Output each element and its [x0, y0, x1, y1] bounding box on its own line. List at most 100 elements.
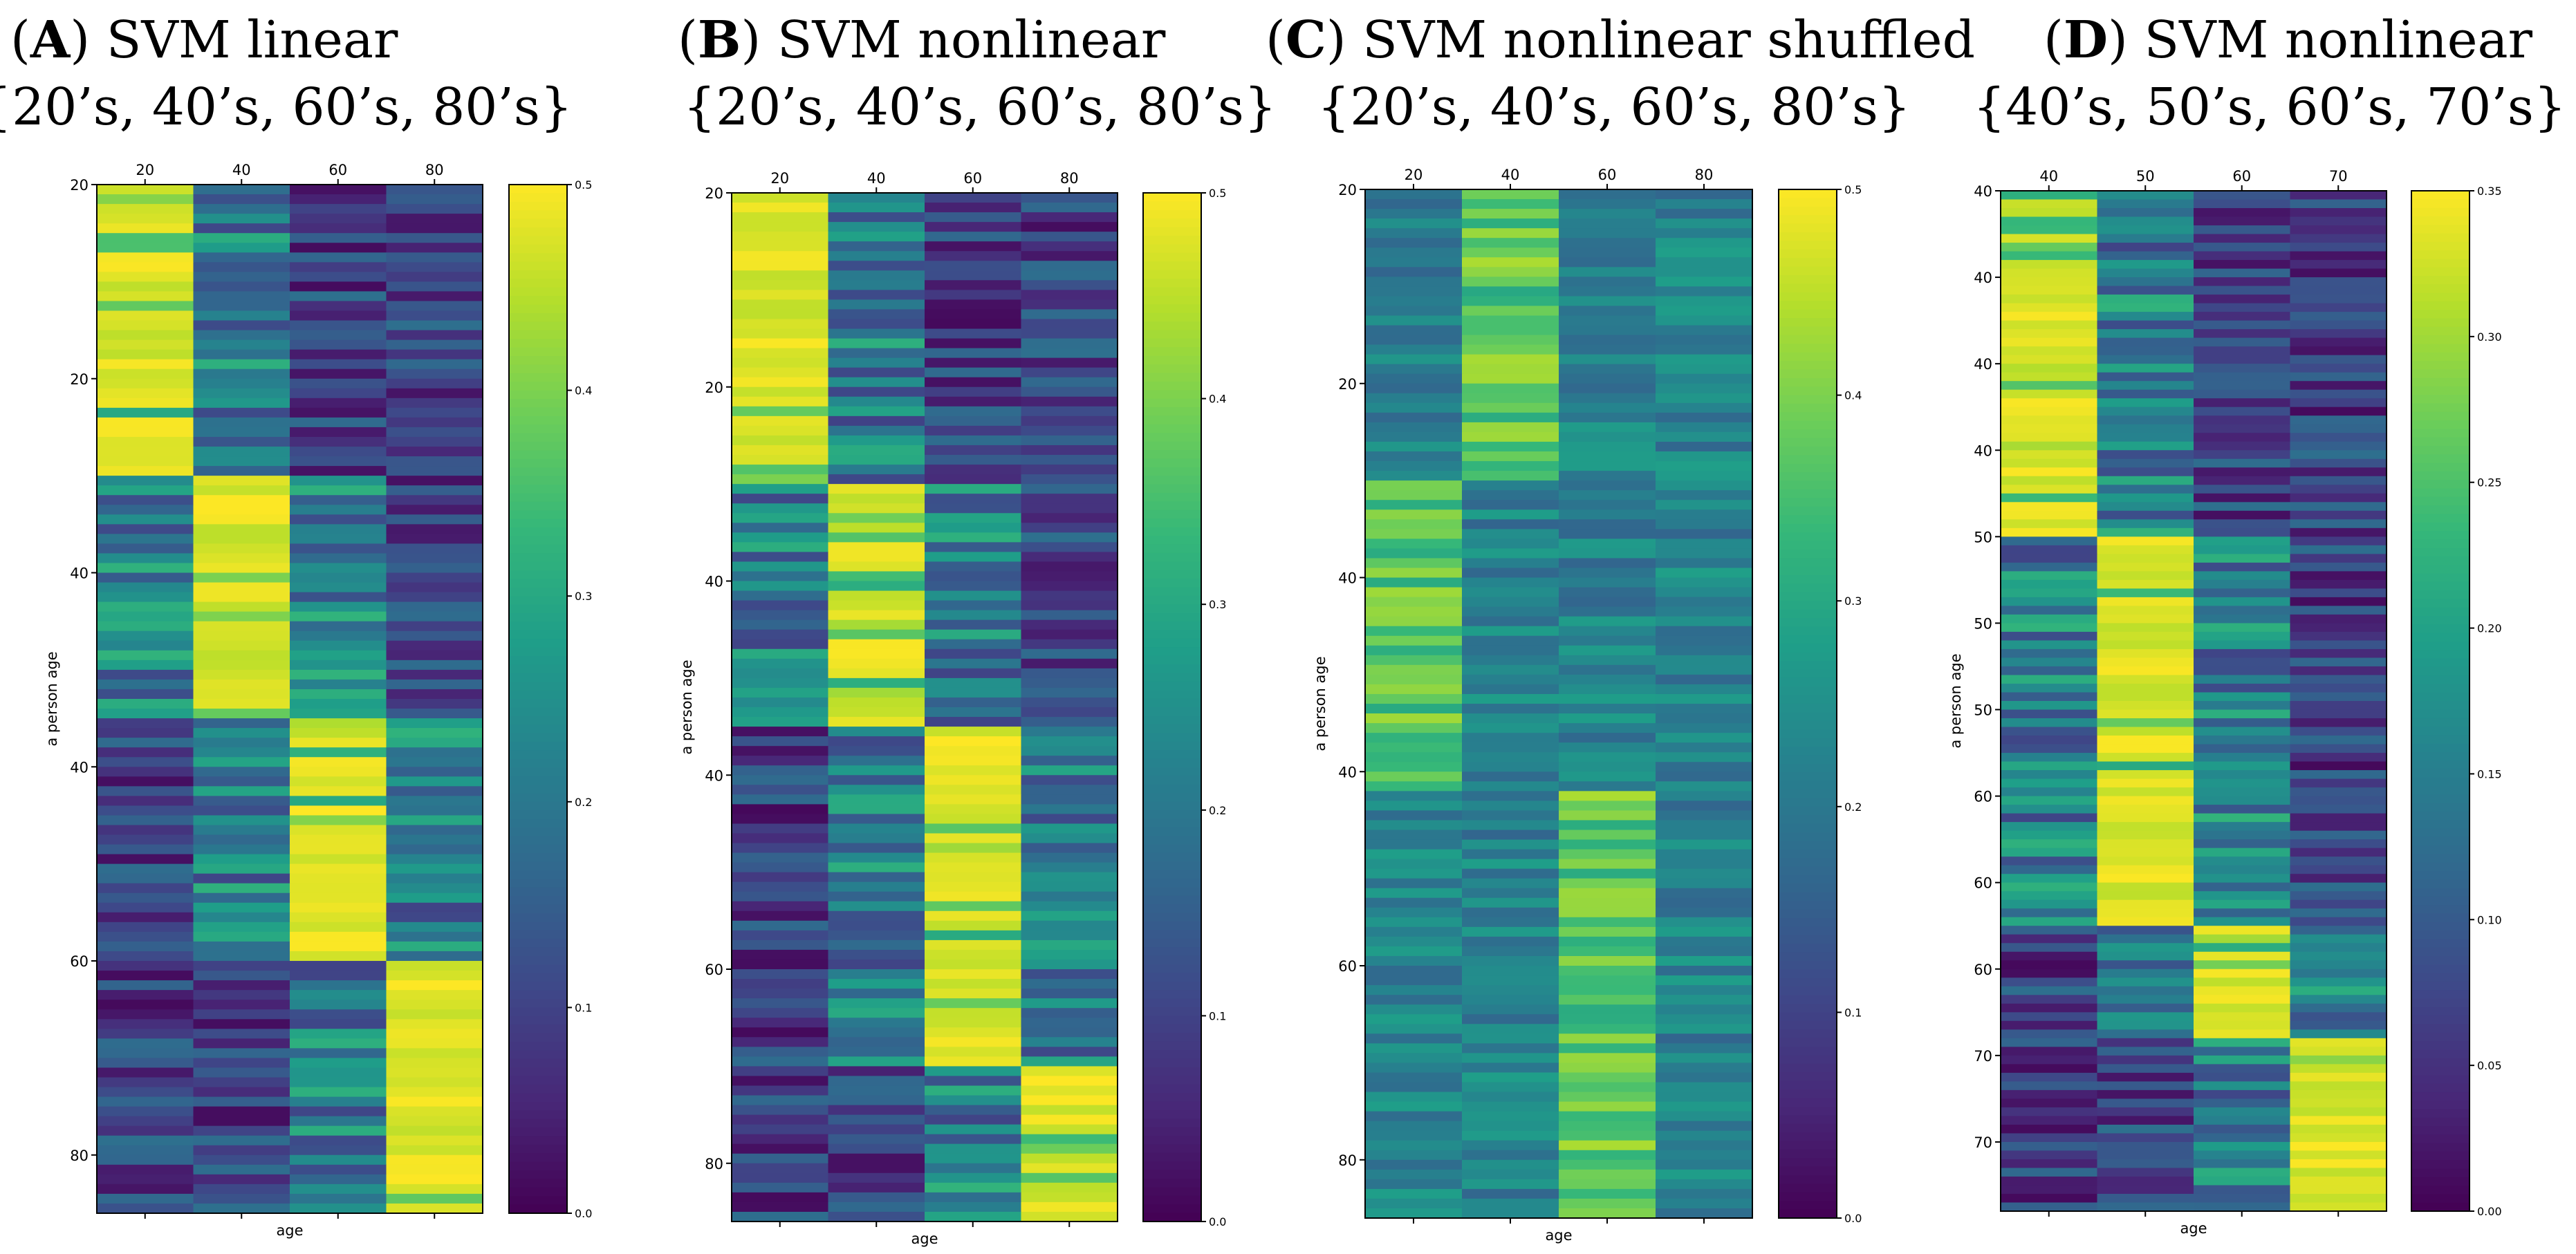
- heatmap-cell: [1365, 791, 1463, 801]
- heatmap-cell: [1365, 936, 1463, 947]
- colorbar-step: [2411, 930, 2470, 939]
- heatmap-cell: [1365, 723, 1463, 733]
- heatmap-cell: [925, 979, 1022, 989]
- heatmap-cell: [925, 193, 1022, 203]
- heatmap-cell: [732, 1085, 829, 1096]
- heatmap-cell: [97, 1203, 194, 1214]
- heatmap-cell: [1656, 1024, 1753, 1034]
- heatmap-cell: [1656, 238, 1753, 248]
- heatmap-cell: [2194, 294, 2291, 304]
- heatmap-cell: [2097, 364, 2194, 373]
- heatmap-cell: [2001, 1176, 2098, 1186]
- heatmap-cell: [2097, 1185, 2194, 1195]
- colorbar-step: [1779, 1080, 1837, 1090]
- colorbar-step: [509, 1076, 567, 1085]
- colorbar-step: [1779, 918, 1837, 927]
- heatmap-cell: [386, 485, 483, 496]
- heatmap-cell: [2097, 865, 2194, 874]
- heatmap-cell: [2290, 571, 2387, 581]
- heatmap-cell: [2290, 510, 2387, 520]
- heatmap-cell: [97, 980, 194, 991]
- heatmap-cell: [193, 971, 290, 981]
- heatmap-cell: [1365, 995, 1463, 1005]
- colorbar-step: [1143, 544, 1201, 554]
- heatmap-cell: [290, 436, 387, 447]
- heatmap-cell: [925, 484, 1022, 494]
- heatmap-cell: [732, 852, 829, 863]
- heatmap-cell: [2194, 337, 2291, 347]
- heatmap-cell: [1462, 801, 1559, 812]
- heatmap-cell: [828, 697, 925, 708]
- heatmap-cell: [1021, 881, 1118, 892]
- heatmap-cell: [1021, 775, 1118, 785]
- heatmap-cell: [97, 252, 194, 263]
- heatmap-cell: [193, 291, 290, 302]
- heatmap-cell: [1462, 771, 1559, 782]
- x-tick-label: 70: [2329, 168, 2348, 185]
- heatmap-cell: [386, 1164, 483, 1175]
- colorbar-step: [1779, 1201, 1837, 1210]
- heatmap-cell: [2290, 926, 2387, 935]
- heatmap-cell: [2001, 1072, 2098, 1082]
- heatmap-cell: [925, 1211, 1022, 1222]
- panel-c-frame: [1364, 189, 1753, 1219]
- heatmap-cell: [290, 921, 387, 933]
- heatmap-cell: [2001, 286, 2098, 295]
- heatmap-cell: [290, 427, 387, 438]
- heatmap-cell: [1656, 393, 1753, 404]
- heatmap-cell: [1365, 859, 1463, 870]
- heatmap-cell: [2290, 1185, 2387, 1195]
- heatmap-cell: [2001, 268, 2098, 278]
- heatmap-cell: [732, 979, 829, 989]
- heatmap-cell: [1656, 888, 1753, 899]
- colorbar-step: [1779, 463, 1837, 473]
- heatmap-cell: [828, 1018, 925, 1028]
- heatmap-cell: [2194, 329, 2291, 339]
- heatmap-cell: [828, 561, 925, 572]
- heatmap-cell: [386, 728, 483, 738]
- heatmap-cell: [1021, 833, 1118, 844]
- heatmap-cell: [290, 1000, 387, 1010]
- heatmap-cell: [2001, 822, 2098, 832]
- colorbar-step: [509, 296, 567, 306]
- colorbar-step: [1143, 681, 1201, 691]
- heatmap-cell: [97, 447, 194, 457]
- colorbar-step: [1143, 998, 1201, 1008]
- panel-d-frame: [2000, 190, 2387, 1212]
- heatmap-cell: [2290, 623, 2387, 633]
- colorbar-step: [1779, 866, 1837, 876]
- heatmap-cell: [732, 1018, 829, 1028]
- heatmap-cell: [2290, 1029, 2387, 1039]
- heatmap-cell: [1365, 431, 1463, 442]
- heatmap-cell: [2001, 588, 2098, 598]
- heatmap-cell: [1462, 791, 1559, 801]
- heatmap-cell: [2001, 874, 2098, 883]
- heatmap-cell: [1021, 357, 1118, 368]
- panel-c-xlabel: age: [1545, 1227, 1572, 1244]
- heatmap-cell: [386, 563, 483, 574]
- heatmap-cell: [1462, 868, 1559, 879]
- y-tick-label: 40: [70, 565, 89, 582]
- colorbar-step: [1779, 1183, 1837, 1193]
- heatmap-cell: [2097, 268, 2194, 278]
- heatmap-cell: [290, 301, 387, 312]
- heatmap-cell: [193, 650, 290, 661]
- heatmap-cell: [2194, 1072, 2291, 1082]
- heatmap-cell: [732, 357, 829, 368]
- heatmap-cell: [97, 699, 194, 709]
- heatmap-cell: [1365, 946, 1463, 957]
- heatmap-cell: [193, 1067, 290, 1078]
- heatmap-cell: [732, 425, 829, 436]
- heatmap-cell: [193, 456, 290, 467]
- colorbar-step: [1779, 823, 1837, 833]
- heatmap-cell: [1021, 1047, 1118, 1057]
- heatmap-cell: [1365, 1072, 1463, 1083]
- heatmap-cell: [2194, 1098, 2291, 1108]
- heatmap-cell: [732, 794, 829, 805]
- heatmap-cell: [2097, 839, 2194, 849]
- heatmap-cell: [2290, 640, 2387, 650]
- colorbar-step: [509, 356, 567, 365]
- colorbar-step: [2411, 973, 2470, 982]
- colorbar-tick-label: 0.3: [1209, 598, 1226, 611]
- heatmap-cell: [97, 718, 194, 729]
